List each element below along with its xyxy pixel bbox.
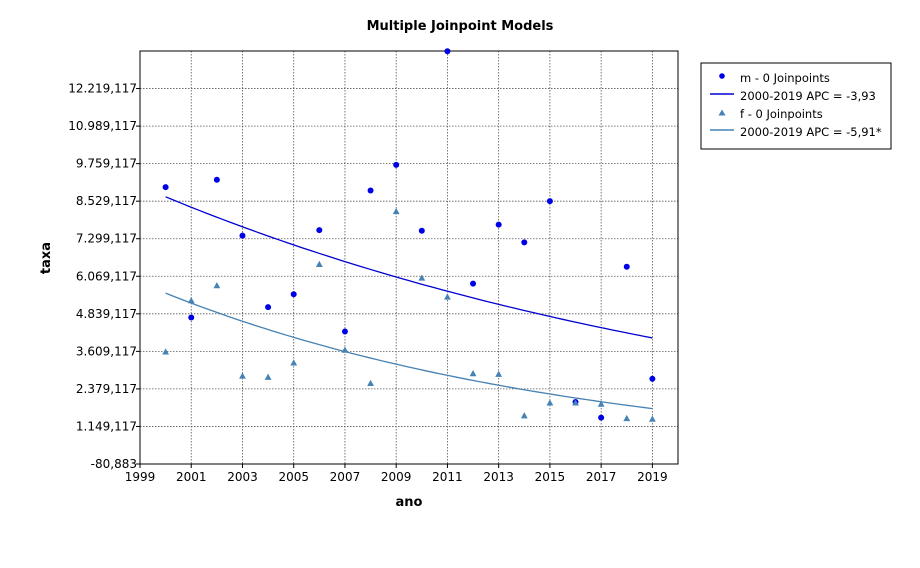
point-m (367, 187, 374, 194)
x-axis-title: ano (396, 495, 423, 510)
y-tick-label: 7.299,117 (76, 232, 137, 246)
point-f (162, 348, 170, 355)
x-tick-label: 2007 (330, 470, 361, 484)
x-tick-label: 2005 (278, 470, 309, 484)
x-tick-label: 2013 (483, 470, 514, 484)
y-tick-label: 1.149,117 (76, 419, 137, 433)
y-tick-label: 6.069,117 (76, 269, 137, 283)
legend: m - 0 Joinpoints 2000-2019 APC = -3,93 f… (700, 62, 892, 150)
point-f (623, 414, 631, 422)
point-m (623, 263, 630, 270)
x-tick-label: 2001 (176, 470, 207, 484)
point-m (162, 184, 169, 191)
x-tick-label: 2015 (535, 470, 566, 484)
trend-line-f (165, 292, 653, 410)
point-f (572, 399, 579, 406)
x-tick-label: 2019 (637, 470, 668, 484)
point-f (418, 274, 426, 281)
y-tick-label: 3.609,117 (76, 344, 137, 358)
x-axis-ticks: 1999 2001 2003 2005 2007 2009 2011 2013 2015 2017… (125, 464, 668, 484)
x-tick-label: 2003 (227, 470, 258, 484)
point-m (341, 328, 348, 335)
y-tick-label: 10.989,117 (68, 119, 137, 133)
point-f (239, 372, 246, 379)
point-f (367, 379, 374, 386)
legend-m-trend-label: 2000-2019 APC = -3,93 (740, 89, 876, 103)
grid-lines (140, 51, 678, 464)
point-m (470, 280, 477, 287)
legend-f-marker (718, 109, 726, 116)
y-tick-label: -80,883 (91, 457, 137, 471)
point-m (495, 221, 502, 228)
point-f (187, 297, 195, 304)
point-f (264, 373, 272, 380)
trend-lines (165, 196, 653, 410)
point-f (290, 359, 298, 366)
point-f (597, 400, 605, 407)
point-f (444, 293, 451, 300)
point-m (444, 48, 451, 55)
point-f (648, 415, 656, 422)
point-m (393, 161, 400, 168)
y-tick-label: 4.839,117 (76, 307, 137, 321)
point-m (316, 227, 323, 234)
y-axis-ticks: -80,883 1.149,117 2.379,117 3.609,117 4.839,… (68, 82, 140, 471)
point-m (290, 291, 297, 298)
point-m (649, 375, 656, 382)
y-tick-label: 9.759,117 (76, 157, 137, 171)
y-tick-label: 12.219,117 (68, 82, 137, 96)
data-points (162, 48, 656, 422)
legend-f-label: f - 0 Joinpoints (740, 107, 823, 121)
legend-m-marker (719, 73, 725, 79)
point-m (598, 414, 605, 421)
point-m (188, 314, 195, 321)
x-tick-label: 2009 (381, 470, 412, 484)
point-m (546, 198, 553, 205)
y-tick-label: 8.529,117 (76, 194, 137, 208)
point-f (495, 370, 503, 377)
point-m (265, 304, 272, 311)
trend-line-m (165, 196, 653, 339)
x-tick-label: 1999 (125, 470, 156, 484)
point-f (546, 399, 554, 406)
point-f (392, 207, 400, 215)
point-f (469, 370, 477, 377)
point-m (213, 176, 220, 183)
legend-f-trend-label: 2000-2019 APC = -5,91* (740, 125, 882, 139)
legend-m-label: m - 0 Joinpoints (740, 71, 830, 85)
plot-area-border (139, 50, 679, 465)
point-f (341, 346, 349, 353)
point-f (315, 260, 323, 267)
point-f (520, 412, 528, 419)
x-tick-label: 2017 (586, 470, 617, 484)
y-axis-title: taxa (39, 242, 54, 274)
chart-title: Multiple Joinpoint Models (367, 19, 554, 34)
x-tick-label: 2011 (432, 470, 463, 484)
legend-box (700, 62, 892, 150)
point-m (418, 227, 425, 234)
point-f (213, 282, 221, 289)
y-tick-label: 2.379,117 (76, 382, 137, 396)
point-m (239, 232, 246, 239)
point-m (521, 239, 528, 246)
